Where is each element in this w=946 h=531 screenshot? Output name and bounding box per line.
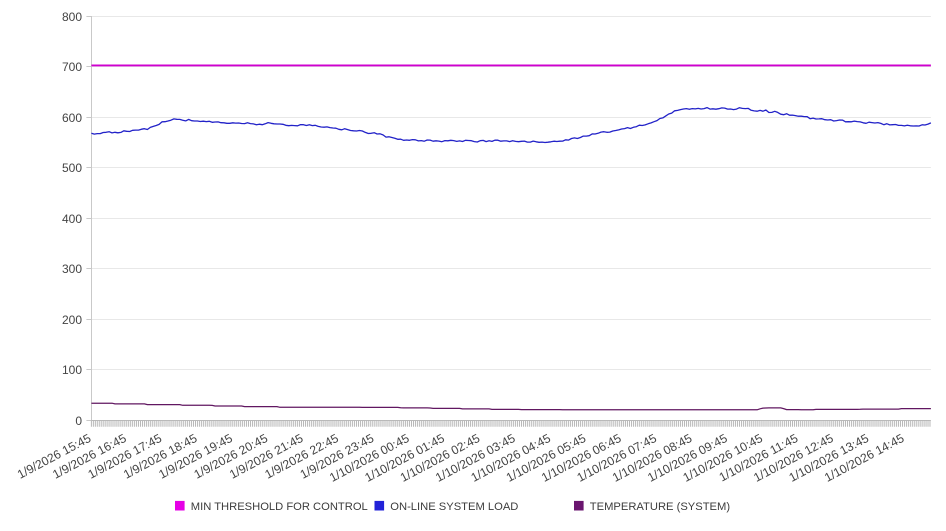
svg-text:800: 800 [62, 10, 82, 24]
svg-text:200: 200 [62, 313, 82, 327]
svg-text:400: 400 [62, 212, 82, 226]
svg-text:0: 0 [75, 414, 82, 428]
svg-text:700: 700 [62, 60, 82, 74]
svg-text:ON-LINE SYSTEM LOAD: ON-LINE SYSTEM LOAD [390, 501, 518, 513]
svg-text:600: 600 [62, 111, 82, 125]
svg-text:300: 300 [62, 262, 82, 276]
svg-text:100: 100 [62, 363, 82, 377]
svg-text:TEMPERATURE (SYSTEM): TEMPERATURE (SYSTEM) [590, 501, 731, 513]
svg-text:500: 500 [62, 161, 82, 175]
svg-text:MIN THRESHOLD FOR CONTROL: MIN THRESHOLD FOR CONTROL [191, 501, 368, 513]
